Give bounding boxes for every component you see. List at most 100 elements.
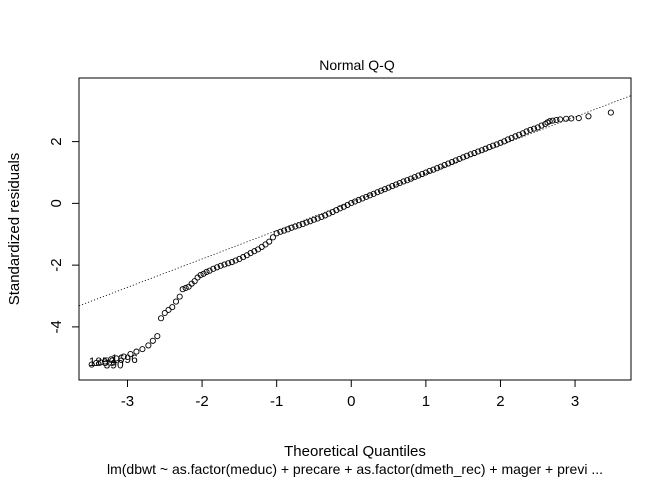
residual-point xyxy=(217,262,224,269)
residual-point xyxy=(161,309,168,317)
x-tick-label: -1 xyxy=(270,393,283,410)
y-tick-label: -2 xyxy=(48,258,65,271)
model-formula-subtitle: lm(dbwt ~ as.factor(meduc) + precare + a… xyxy=(107,461,603,477)
residual-point xyxy=(210,265,217,272)
residual-point xyxy=(182,284,189,292)
residual-point xyxy=(348,200,355,207)
y-tick-label: -4 xyxy=(48,320,65,333)
chart-title: Normal Q-Q xyxy=(319,57,395,73)
residual-point xyxy=(247,250,254,257)
residual-point xyxy=(322,212,329,219)
residual-point xyxy=(437,163,444,170)
residual-point xyxy=(296,222,303,229)
residual-point xyxy=(422,169,429,176)
residual-point xyxy=(404,177,411,184)
residual-point xyxy=(419,170,426,178)
residual-point xyxy=(284,226,291,233)
residual-point xyxy=(310,216,318,223)
x-tick-label: 1 xyxy=(422,393,430,410)
residual-point xyxy=(236,255,243,263)
residual-point xyxy=(530,125,538,132)
residual-point xyxy=(475,148,482,155)
residual-point xyxy=(463,152,470,159)
residual-point xyxy=(197,271,204,279)
residual-point xyxy=(538,122,545,129)
y-tick-label: 0 xyxy=(48,199,65,207)
residual-point xyxy=(340,203,347,210)
residual-point xyxy=(344,201,351,208)
residual-point xyxy=(191,278,198,285)
residual-point xyxy=(426,167,433,174)
residual-point xyxy=(139,346,146,353)
residual-point xyxy=(434,165,441,172)
residual-point xyxy=(154,333,161,340)
residual-point xyxy=(351,198,359,205)
residual-point xyxy=(303,219,310,226)
y-axis: -4 -2 0 2 xyxy=(48,137,80,334)
outlier-label: 1696 xyxy=(111,352,138,366)
residual-point xyxy=(337,205,344,212)
residual-point xyxy=(203,268,210,275)
residual-point xyxy=(165,306,172,313)
residual-point xyxy=(378,187,385,194)
residual-point xyxy=(607,109,614,116)
y-axis-label: Standardized residuals xyxy=(6,153,23,306)
residual-point xyxy=(232,257,239,264)
residual-point xyxy=(563,115,570,122)
residual-point xyxy=(534,124,541,131)
x-tick-label: 3 xyxy=(571,393,579,410)
outlier-label: 390 xyxy=(104,358,124,372)
residual-point xyxy=(200,270,207,277)
residual-point xyxy=(407,175,414,182)
residual-point xyxy=(519,130,526,137)
residual-point xyxy=(392,181,400,188)
residual-point xyxy=(516,131,523,138)
residual-point xyxy=(493,141,500,148)
residual-point xyxy=(127,351,134,358)
x-axis-label: Theoretical Quantiles xyxy=(284,443,426,460)
residual-point xyxy=(299,221,306,228)
residual-point xyxy=(266,238,273,245)
residual-point xyxy=(333,207,340,214)
residual-point xyxy=(97,359,104,366)
residual-point xyxy=(363,193,370,200)
residual-point xyxy=(93,359,100,367)
residual-point xyxy=(385,184,392,191)
residual-point xyxy=(374,189,381,196)
residual-point xyxy=(225,260,232,267)
residual-point xyxy=(527,126,534,133)
residual-point xyxy=(478,147,485,154)
residual-point xyxy=(512,133,519,140)
residual-point xyxy=(400,178,407,185)
residual-point xyxy=(120,353,127,360)
residual-point xyxy=(281,227,288,234)
residual-point xyxy=(273,230,280,237)
residual-point xyxy=(251,248,258,255)
residual-point xyxy=(411,174,418,181)
residual-point xyxy=(258,243,265,250)
residual-point xyxy=(396,179,403,187)
residual-point xyxy=(456,155,463,162)
residual-point xyxy=(441,162,448,169)
residual-point xyxy=(240,254,247,261)
residual-point xyxy=(269,234,276,241)
residual-point xyxy=(448,158,456,166)
residual-point xyxy=(366,192,373,199)
residual-point xyxy=(228,258,235,266)
x-tick-label: -2 xyxy=(195,393,208,410)
residual-point xyxy=(288,224,295,231)
residual-point xyxy=(314,215,321,222)
residual-point xyxy=(575,115,582,122)
residual-point xyxy=(460,154,467,161)
x-tick-label: 0 xyxy=(347,393,355,410)
residual-point xyxy=(445,160,452,167)
points-layer xyxy=(88,109,614,368)
residual-point xyxy=(325,210,332,217)
residual-point xyxy=(145,342,152,349)
x-tick-label: -3 xyxy=(121,393,134,410)
qq-reference-line xyxy=(78,95,632,307)
residual-point xyxy=(523,128,530,135)
residual-point xyxy=(370,190,377,197)
residual-point xyxy=(415,172,422,179)
